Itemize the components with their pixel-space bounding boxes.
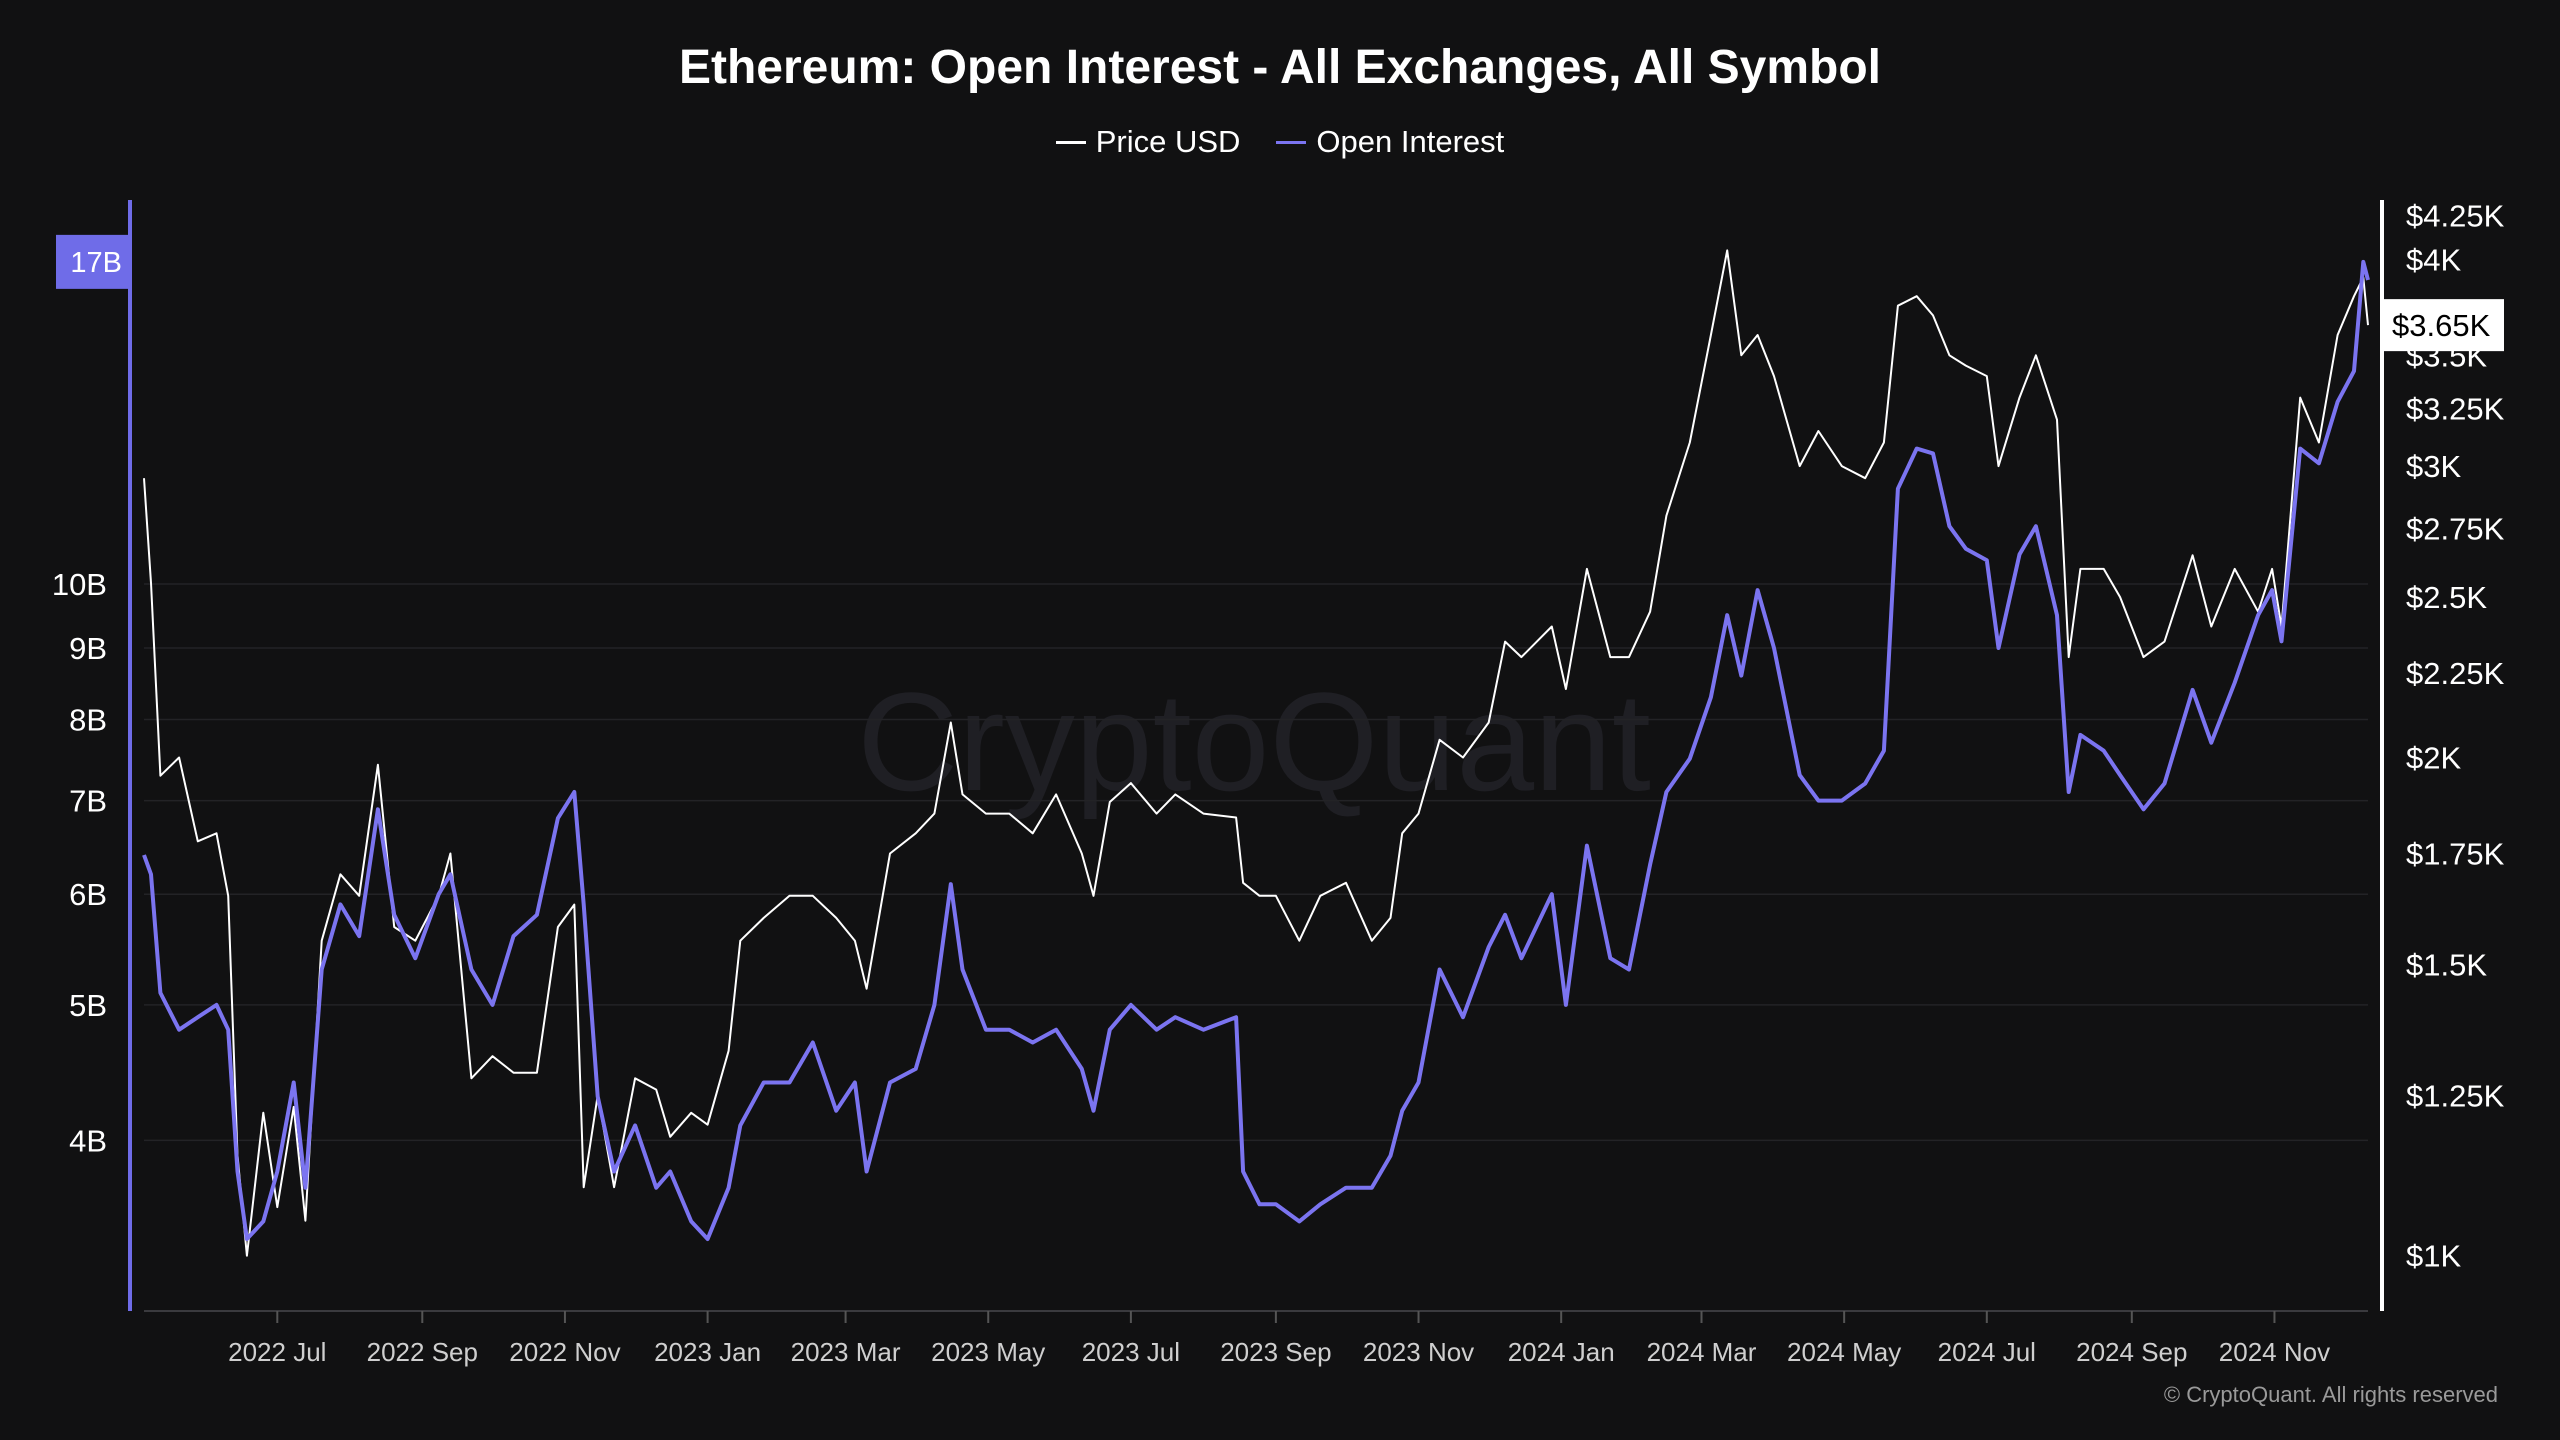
x-axis-tick-label: 2023 Nov (1363, 1337, 1474, 1367)
left-axis-tick-label: 6B (69, 877, 107, 912)
x-axis-tick-label: 2022 Jul (228, 1337, 326, 1367)
right-axis-tick-label: $4.25K (2406, 199, 2505, 234)
legend-swatch-price (1055, 140, 1086, 144)
legend: Price USD Open Interest (0, 124, 2560, 160)
left-axis-tick-label: 4B (69, 1123, 107, 1158)
x-axis-tick-label: 2024 Sep (2076, 1337, 2187, 1367)
x-axis-tick-label: 2024 Nov (2219, 1337, 2330, 1367)
right-axis-tick-label: $1.25K (2406, 1078, 2505, 1113)
legend-item-open-interest[interactable]: Open Interest (1276, 124, 1504, 160)
right-axis-tick-label: $2.75K (2406, 512, 2505, 547)
legend-item-price[interactable]: Price USD (1055, 124, 1241, 160)
price-current-label: $3.65K (2392, 308, 2491, 343)
left-axis-tick-label: 5B (69, 988, 107, 1023)
right-axis-tick-label: $1.75K (2406, 837, 2505, 872)
right-axis-tick-label: $3.25K (2406, 392, 2505, 427)
legend-label-open-interest: Open Interest (1316, 124, 1505, 159)
chart-title: Ethereum: Open Interest - All Exchanges,… (678, 41, 1882, 94)
right-axis-tick-label: $1K (2406, 1239, 2461, 1274)
left-axis-tick-label: 10B (52, 567, 107, 602)
x-axis-tick-label: 2024 Jan (1508, 1337, 1615, 1367)
right-axis-tick-label: $2K (2406, 741, 2461, 776)
price-current-badge (2382, 299, 2504, 352)
right-axis-tick-label: $3K (2406, 449, 2461, 484)
right-axis-tick-label: $1.5K (2406, 947, 2487, 982)
right-axis-tick-label: $4K (2406, 242, 2461, 277)
left-axis-tick-label: 9B (69, 631, 107, 666)
x-axis-tick-label: 2024 May (1787, 1337, 1901, 1367)
watermark: CryptoQuant (857, 663, 1651, 820)
x-axis-tick-label: 2023 Sep (1220, 1337, 1331, 1367)
right-axis-tick-label: $2.5K (2406, 580, 2487, 615)
x-axis-tick-label: 2022 Sep (367, 1337, 478, 1367)
x-axis-tick-label: 2023 Jul (1082, 1337, 1180, 1367)
right-axis-tick-label: $2.25K (2406, 656, 2505, 691)
x-axis-tick-label: 2024 Jul (1938, 1337, 2036, 1367)
left-axis-tick-label: 7B (69, 784, 107, 819)
x-axis-tick-label: 2023 Jan (654, 1337, 761, 1367)
x-axis-tick-label: 2023 Mar (791, 1337, 901, 1367)
legend-swatch-open-interest (1276, 140, 1307, 144)
left-axis-tick-label: 8B (69, 703, 107, 738)
open-interest-current-label: 17B (70, 247, 122, 279)
open-interest-line (142, 259, 2370, 1241)
open-interest-current-badge (56, 234, 131, 289)
copyright-text: © CryptoQuant. All rights reserved (2163, 1382, 2498, 1407)
x-axis-tick-label: 2023 May (931, 1337, 1045, 1367)
legend-label-price: Price USD (1095, 124, 1241, 159)
price-line (143, 249, 2369, 1257)
x-axis-tick-label: 2022 Nov (509, 1337, 620, 1367)
x-axis-tick-label: 2024 Mar (1647, 1337, 1757, 1367)
